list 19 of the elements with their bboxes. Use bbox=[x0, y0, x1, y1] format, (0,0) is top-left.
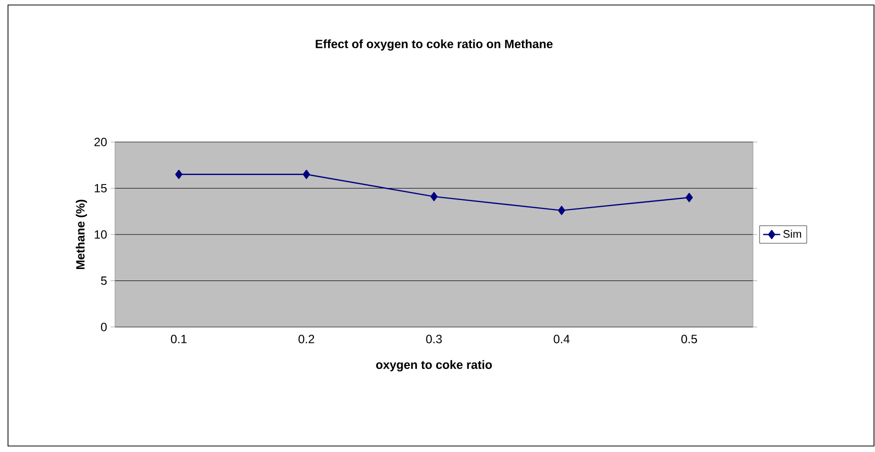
x-axis-title: oxygen to coke ratio bbox=[376, 360, 492, 372]
point bbox=[686, 192, 693, 202]
x-tick-label: 0.2 bbox=[298, 334, 314, 344]
y-tick-label: 0 bbox=[101, 322, 107, 332]
y-axis-title: Methane (%) bbox=[76, 200, 87, 270]
y-tick-label: 5 bbox=[101, 276, 107, 285]
point bbox=[175, 170, 182, 179]
x-tick-label: 0.5 bbox=[681, 334, 698, 344]
x-tick-label: 0.3 bbox=[426, 334, 442, 344]
chart-title: Effect of oxygen to coke ratio on Methane bbox=[316, 39, 553, 51]
y-tick-label: 10 bbox=[94, 230, 107, 239]
x-tick-label: 0.1 bbox=[170, 334, 187, 344]
point bbox=[558, 206, 566, 216]
y-tick-label: 15 bbox=[94, 184, 107, 192]
y-tick-label: 20 bbox=[94, 138, 107, 146]
x-tick-label: 0.4 bbox=[554, 334, 570, 344]
legend-label: Sim bbox=[783, 230, 802, 238]
point bbox=[430, 192, 438, 202]
point bbox=[302, 170, 310, 179]
